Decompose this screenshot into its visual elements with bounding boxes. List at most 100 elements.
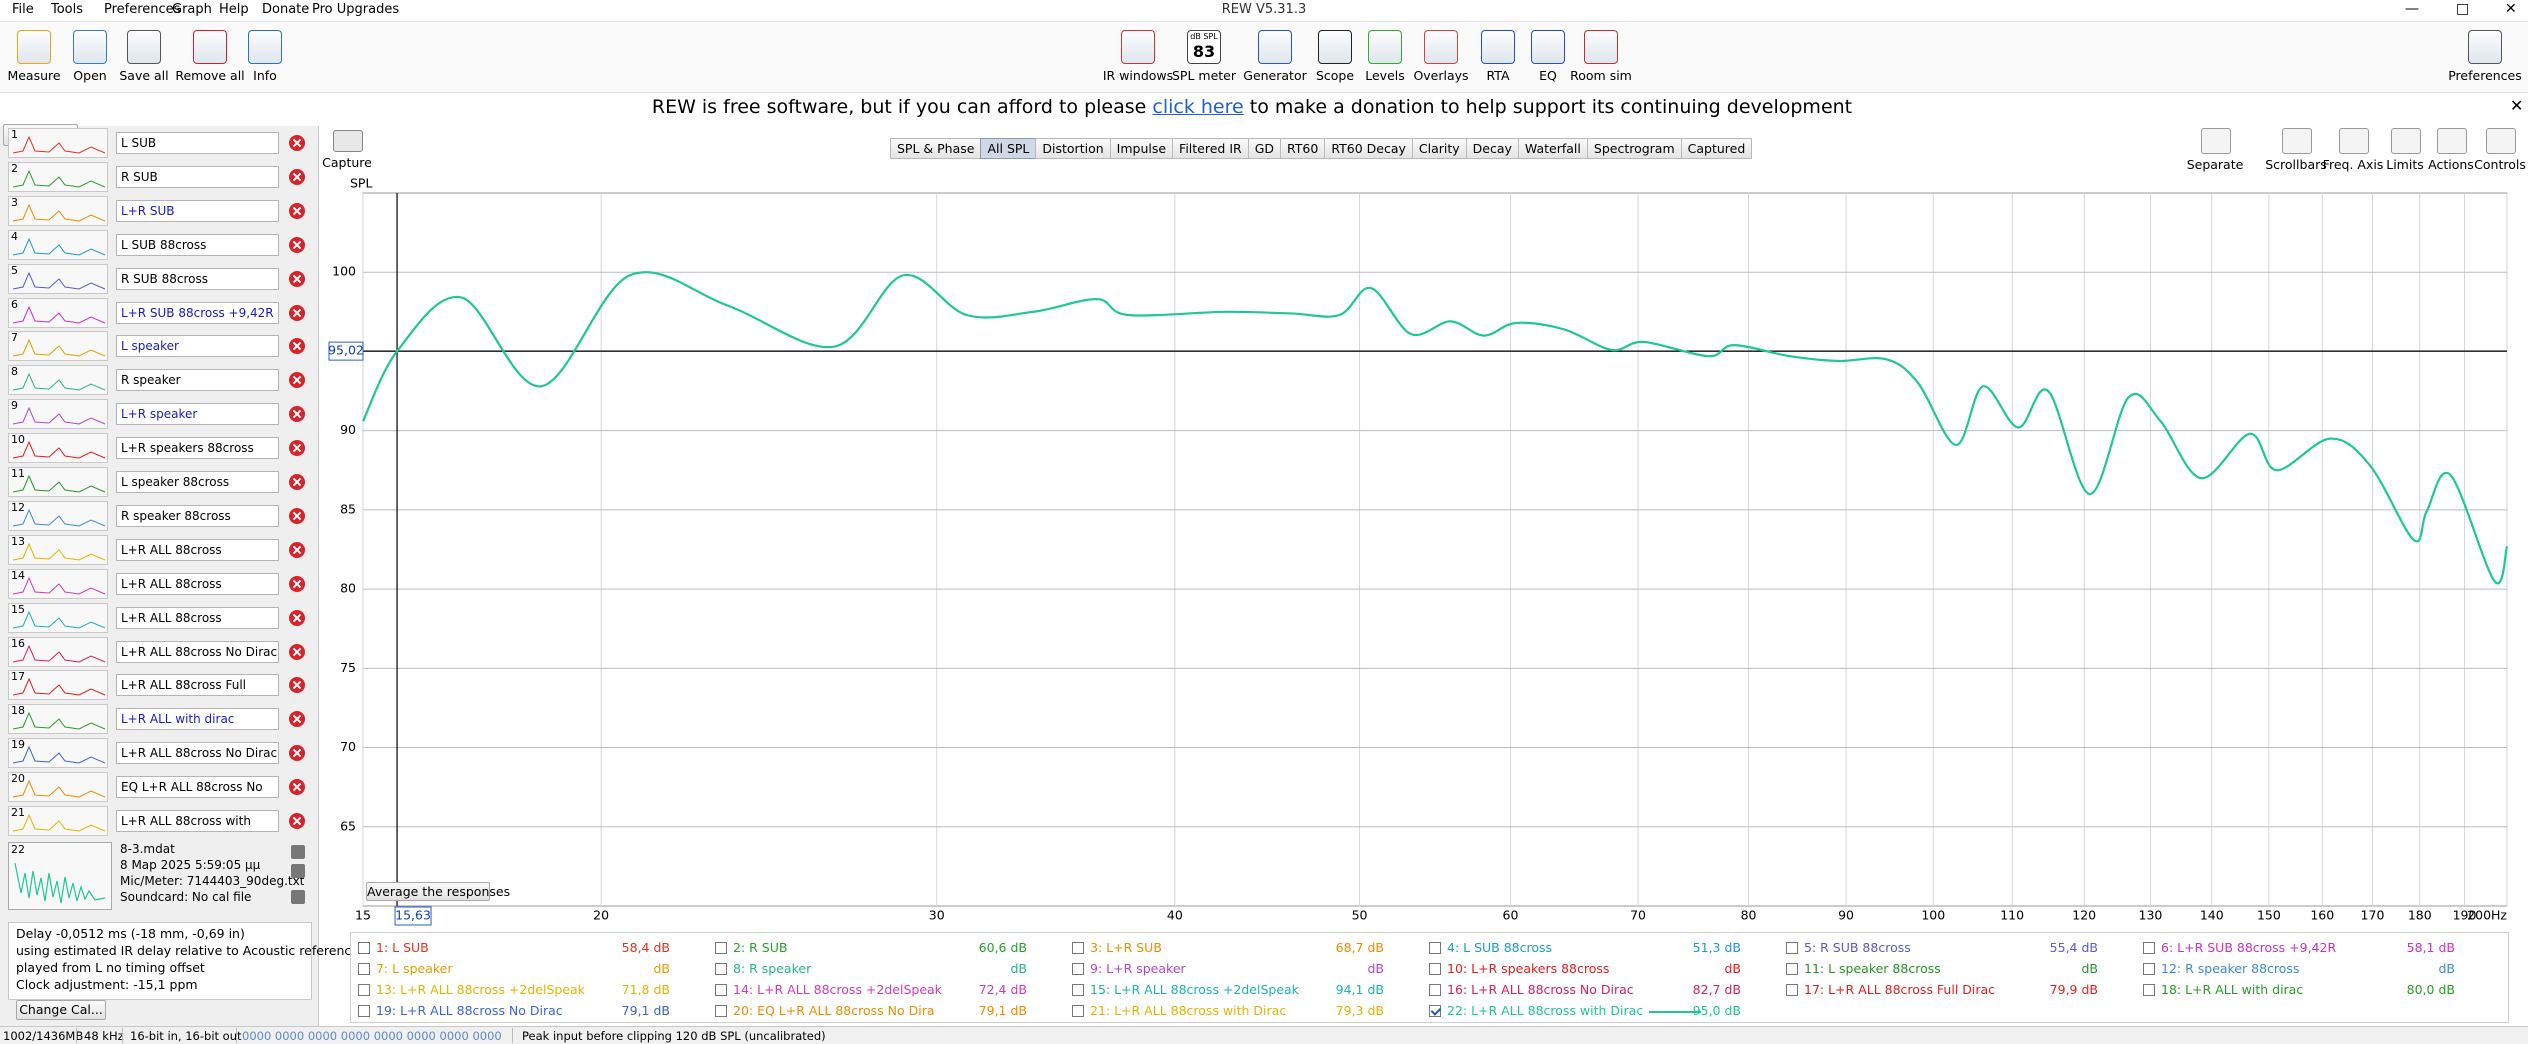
toolbar-button-label[interactable]: Generator	[1243, 68, 1307, 83]
legend-label[interactable]: 16: L+R ALL 88cross No Dirac	[1447, 982, 1634, 997]
graph-tool-icon[interactable]	[2437, 128, 2467, 154]
legend-label[interactable]: 12: R speaker 88cross	[2161, 961, 2300, 976]
average-button[interactable]: Average the responses	[366, 882, 511, 901]
legend-label[interactable]: 18: L+R ALL with dirac	[2161, 982, 2304, 997]
legend-checkbox[interactable]	[358, 984, 370, 996]
legend-checkbox[interactable]	[715, 963, 727, 975]
measurement-name[interactable]: L SUB	[116, 132, 279, 154]
measurement-name[interactable]: L speaker	[116, 335, 279, 358]
remove-measurement[interactable]	[289, 507, 305, 524]
toolbar-button-icon[interactable]	[127, 30, 161, 64]
legend-label[interactable]: 22: L+R ALL 88cross with Dirac	[1447, 1003, 1644, 1018]
measurement-name[interactable]: L SUB 88cross	[116, 233, 279, 256]
legend-checkbox[interactable]	[1072, 984, 1084, 996]
legend-label[interactable]: 1: L SUB	[376, 940, 429, 955]
graph-tool-label[interactable]: Actions	[2428, 157, 2474, 172]
graph-tool-icon[interactable]	[2201, 128, 2231, 154]
toolbar-button-label[interactable]: RTA	[1486, 68, 1510, 83]
legend-label[interactable]: 3: L+R SUB	[1090, 940, 1162, 955]
measurement-thumbnail[interactable]	[8, 772, 108, 803]
legend-label[interactable]: 13: L+R ALL 88cross +2delSpeak	[376, 982, 585, 997]
graph-tab[interactable]: Spectrogram	[1586, 138, 1682, 159]
measurement-thumbnail[interactable]	[8, 602, 108, 633]
donate-link[interactable]: click here	[1152, 96, 1244, 118]
measurement-thumbnail[interactable]	[8, 670, 108, 701]
legend-checkbox[interactable]	[2143, 984, 2155, 996]
measurement-thumbnail[interactable]	[8, 806, 108, 836]
legend-checkbox[interactable]	[358, 963, 370, 975]
legend-label[interactable]: 14: L+R ALL 88cross +2delSpeak	[733, 982, 942, 997]
legend-label[interactable]: 11: L speaker 88cross	[1804, 961, 1941, 976]
remove-measurement[interactable]	[289, 541, 305, 558]
toolbar-button-label[interactable]: Levels	[1365, 68, 1405, 83]
measurement-name[interactable]: L+R SUB 88cross +9,42R	[116, 301, 279, 324]
measurement-name[interactable]: R speaker	[116, 369, 279, 392]
selected-thumbnail[interactable]	[8, 842, 112, 910]
toolbar-button-label[interactable]: Scope	[1315, 68, 1355, 83]
measurement-thumbnail[interactable]	[8, 161, 108, 192]
measurement-name[interactable]: L+R ALL 88cross +2delSpeak	[116, 606, 279, 629]
graph-tab[interactable]: SPL & Phase	[890, 138, 982, 159]
toolbar-button-icon[interactable]	[1258, 30, 1292, 64]
graph-tab[interactable]: Decay	[1465, 138, 1519, 159]
menu-item[interactable]: Graph	[172, 2, 212, 17]
graph-tool-label[interactable]: Freq. Axis	[2322, 157, 2384, 172]
toolbar-button-icon[interactable]	[1584, 30, 1618, 64]
remove-measurement[interactable]	[289, 406, 305, 423]
menu-item[interactable]: Tools	[51, 2, 84, 17]
toolbar-button-label[interactable]: Overlays	[1413, 68, 1469, 83]
toolbar-button-label[interactable]: Open	[73, 68, 107, 83]
graph-tab[interactable]: Waterfall	[1517, 138, 1588, 159]
measurement-thumbnail[interactable]	[8, 738, 108, 769]
graph-tab[interactable]: GD	[1247, 138, 1282, 159]
legend-label[interactable]: 2: R SUB	[733, 940, 788, 955]
measurement-thumbnail[interactable]	[8, 229, 108, 260]
legend-checkbox[interactable]	[715, 984, 727, 996]
measurement-tool-icon[interactable]	[291, 890, 305, 904]
measurement-name[interactable]: L+R ALL 88cross with Dirac	[116, 810, 279, 832]
measurement-name[interactable]: L+R ALL 88cross +2delSpeak	[116, 572, 279, 595]
legend-label[interactable]: 21: L+R ALL 88cross with Dirac	[1090, 1003, 1287, 1018]
measurement-thumbnail[interactable]	[8, 128, 108, 158]
measurement-thumbnail[interactable]	[8, 399, 108, 430]
legend-label[interactable]: 4: L SUB 88cross	[1447, 940, 1553, 955]
legend-label[interactable]: 5: R SUB 88cross	[1804, 940, 1911, 955]
measurement-name[interactable]: L+R ALL with dirac	[116, 708, 279, 731]
toolbar-button-icon[interactable]	[73, 30, 107, 64]
graph-tab[interactable]: Filtered IR	[1172, 138, 1249, 159]
remove-measurement[interactable]	[289, 677, 305, 694]
legend-label[interactable]: 17: L+R ALL 88cross Full Dirac	[1804, 982, 1996, 997]
legend-checkbox[interactable]	[1786, 942, 1798, 954]
toolbar-button-label[interactable]: SPL meter	[1171, 68, 1237, 83]
measurement-tool-icon[interactable]	[291, 845, 305, 859]
graph-tool-icon[interactable]	[2486, 128, 2516, 154]
graph-tab[interactable]: Clarity	[1411, 138, 1467, 159]
remove-measurement[interactable]	[289, 609, 305, 626]
remove-measurement[interactable]	[289, 711, 305, 728]
toolbar-button-icon[interactable]	[1531, 30, 1565, 64]
legend-checkbox[interactable]	[1072, 942, 1084, 954]
legend-checkbox[interactable]	[1429, 1005, 1441, 1017]
menu-item[interactable]: Pro Upgrades	[312, 2, 400, 17]
legend-label[interactable]: 10: L+R speakers 88cross	[1447, 961, 1610, 976]
window-minimize[interactable]: —	[2405, 1, 2419, 17]
remove-measurement[interactable]	[289, 440, 305, 457]
graph-tool-label[interactable]: Scrollbars	[2265, 157, 2327, 172]
menu-item[interactable]: File	[12, 2, 34, 17]
toolbar-button-label[interactable]: Info	[253, 68, 277, 83]
measurement-thumbnail[interactable]	[8, 636, 108, 667]
measurement-thumbnail[interactable]	[8, 263, 108, 294]
graph-tool-label[interactable]: Separate	[2186, 157, 2244, 172]
legend-checkbox[interactable]	[1429, 963, 1441, 975]
toolbar-button-icon[interactable]	[1318, 30, 1352, 64]
remove-measurement[interactable]	[289, 745, 305, 762]
preferences-button-icon[interactable]	[2468, 30, 2502, 64]
remove-measurement[interactable]	[289, 135, 305, 151]
measurement-name[interactable]: L speaker 88cross	[116, 471, 279, 493]
measurement-thumbnail[interactable]	[8, 704, 108, 735]
window-maximize[interactable]: □	[2456, 1, 2470, 17]
toolbar-button-icon[interactable]	[193, 30, 227, 64]
remove-measurement[interactable]	[289, 575, 305, 592]
toolbar-button-label[interactable]: Save all	[119, 68, 169, 83]
legend-checkbox[interactable]	[1786, 963, 1798, 975]
